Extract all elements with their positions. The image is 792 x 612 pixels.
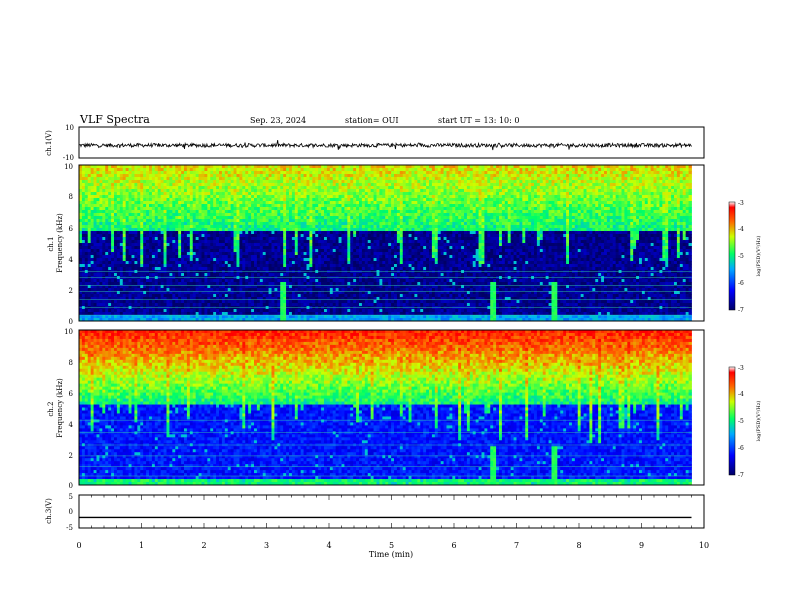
ch2-spec-ylabel: ch.2 Frequency (kHz) [47,378,64,438]
ch1-cbar-tick-m4: -4 [738,226,744,233]
xtick-8: 8 [576,541,581,550]
ch2-spectrogram-image [79,330,692,485]
ch1-wave-ylabel: ch.1(V) [45,130,53,156]
ch2-spec-ytick-6: 6 [69,390,74,398]
ch3-ytick-m5: -5 [66,524,73,532]
ch1-spec-ytick-2: 2 [69,287,73,295]
ch1-colorbar [728,201,736,311]
figure-title: VLF Spectra [79,113,150,126]
ch3-ytick-0: 0 [69,508,73,516]
xtick-0: 0 [76,541,81,550]
xtick-1: 1 [139,541,144,550]
ch2-spec-ytick-4: 4 [69,421,74,429]
xtick-5: 5 [389,541,394,550]
ch2-cbar-tick-m6: -6 [738,445,744,452]
ch1-spec-ylabel: ch.1 Frequency (kHz) [47,213,64,273]
ch3-ytick-5: 5 [69,493,73,501]
xtick-3: 3 [264,541,269,550]
date-label: Sep. 23, 2024 [250,116,306,125]
ch1-spec-ylabel-ch: ch.1 [47,237,55,252]
station-label: station= OUI [345,116,399,125]
ch1-cbar-tick-m5: -5 [738,253,744,260]
x-axis-label: Time (min) [369,550,413,559]
xtick-2: 2 [201,541,206,550]
ch3-ylabel: ch.3(V) [45,498,53,524]
ch2-spec-ytick-8: 8 [69,359,73,367]
ch1-spectrogram-image [79,165,692,321]
ch1-wave-ytick-top: 10 [65,124,74,132]
panel-ch2-spectrogram: 0 2 4 6 8 10 ch.2 Frequency (kHz) -3 -4 … [47,328,762,490]
xtick-6: 6 [451,541,456,550]
ch1-cbar-label: log(PSD)(V²/Hz) [755,236,762,277]
ch1-spec-ytick-6: 6 [69,225,74,233]
ch1-cbar-tick-m6: -6 [738,280,744,287]
ch1-cbar-tick-m7: -7 [738,307,744,314]
ch2-spec-ytick-0: 0 [69,482,73,490]
ch2-spec-ytick-10: 10 [64,328,73,336]
ch1-spec-ytick-4: 4 [69,256,74,264]
xtick-7: 7 [514,541,519,550]
xtick-4: 4 [326,541,331,550]
xtick-10: 10 [699,541,709,550]
ch2-cbar-tick-m3: -3 [738,365,744,372]
panel-ch3-waveform: 5 0 -5 ch.3(V) 0 1 2 3 4 5 6 7 8 9 10 Ti… [45,493,709,559]
ch2-colorbar [728,366,736,476]
ch2-cbar-tick-m4: -4 [738,391,744,398]
panel-ch1-spectrogram: 0 2 4 6 8 10 ch.1 Frequency (kHz) -3 -4 … [47,163,762,326]
ch1-spec-ytick-10: 10 [64,163,73,171]
start-time-label: start UT = 13: 10: 0 [438,116,519,125]
panel-ch1-waveform: 10 -10 ch.1(V) [45,124,705,162]
ch1-spec-ytick-0: 0 [69,318,73,326]
ch2-cbar-label: log(PSD)(V²/Hz) [755,401,762,442]
ch2-spec-ytick-2: 2 [69,452,73,460]
ch1-spec-ytick-8: 8 [69,193,73,201]
ch2-spec-ylabel-freq: Frequency (kHz) [56,378,64,438]
ch1-spec-ylabel-freq: Frequency (kHz) [56,213,64,273]
ch2-cbar-tick-m7: -7 [738,472,744,479]
ch2-spec-ylabel-ch: ch.2 [47,402,55,417]
ch1-cbar-tick-m3: -3 [738,200,744,207]
ch1-waveform-line [78,140,692,151]
ch2-cbar-tick-m5: -5 [738,418,744,425]
xtick-9: 9 [639,541,644,550]
ch1-wave-ytick-bottom: -10 [63,154,74,162]
